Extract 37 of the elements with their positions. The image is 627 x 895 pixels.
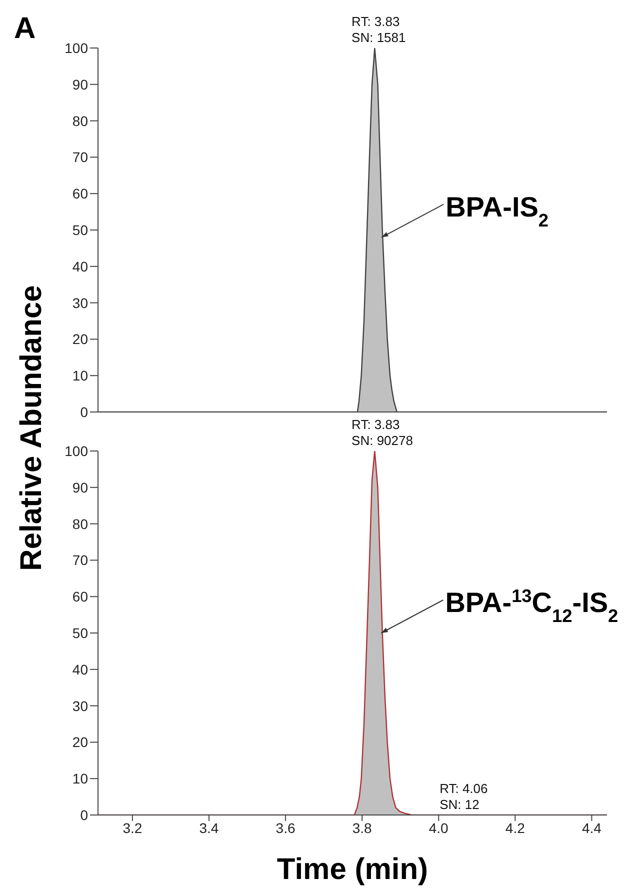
y-axis-title: Relative Abundance: [15, 285, 49, 571]
x-tick-label: 4.2: [505, 820, 526, 836]
y-tick-label: 10: [72, 770, 88, 787]
annotation: BPA-$^{13}$C$_{12}$-IS$_{2}$: [445, 586, 618, 626]
y-tick-label: 100: [64, 40, 88, 56]
y-tick-label: 90: [72, 479, 88, 496]
x-tick-label: 4.4: [582, 820, 602, 836]
y-tick-label: 0: [80, 806, 88, 823]
x-tick-label: 3.6: [276, 820, 296, 836]
y-tick-label: 10: [72, 368, 88, 384]
annotation: RT: 3.83 SN: 90278: [352, 417, 413, 448]
y-tick-label: 20: [72, 331, 88, 348]
x-tick-label: 4.0: [428, 820, 449, 836]
x-tick-label: 3.4: [199, 820, 219, 836]
y-tick-label: 30: [72, 698, 88, 714]
x-axis-title: Time (min): [276, 853, 430, 887]
y-tick-label: 40: [72, 258, 88, 274]
y-tick-label: 40: [72, 661, 88, 678]
y-tick-label: 50: [72, 624, 88, 641]
y-tick-label: 100: [64, 442, 88, 459]
y-tick-label: 80: [72, 516, 88, 532]
annotation: BPA-IS$_{2}$: [446, 191, 549, 230]
y-tick-label: 70: [72, 149, 88, 166]
y-tick-label: 90: [72, 76, 88, 92]
y-tick-label: 50: [72, 222, 88, 238]
y-tick-label: 20: [72, 734, 88, 750]
y-tick-label: 70: [72, 552, 88, 568]
y-tick-label: 80: [72, 112, 88, 129]
annotation: RT: 3.83 SN: 1581: [352, 14, 406, 45]
y-tick-label: 30: [72, 294, 88, 311]
chart-title: A: [14, 12, 36, 46]
annotation: RT: 4.06 SN: 12: [440, 781, 488, 812]
y-tick-label: 0: [80, 404, 88, 420]
y-tick-label: 60: [72, 588, 88, 605]
x-tick-label: 3.2: [122, 820, 142, 836]
y-tick-label: 60: [72, 186, 88, 202]
x-tick-label: 3.8: [352, 820, 372, 836]
